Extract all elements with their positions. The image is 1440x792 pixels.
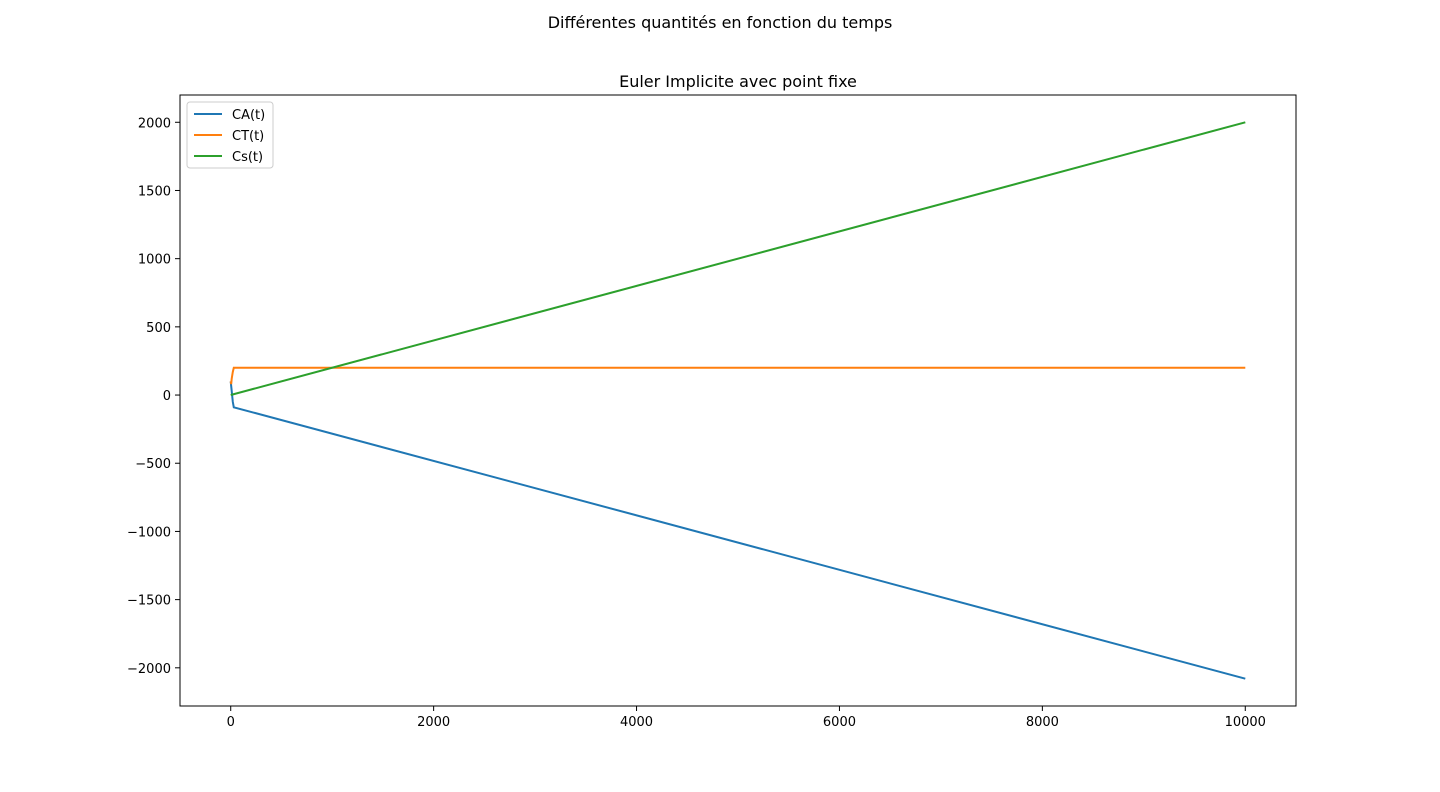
- series-line-2: [229, 366, 1246, 385]
- chart-title: Euler Implicite avec point fixe: [619, 72, 857, 91]
- y-tick-label: −1500: [127, 594, 171, 609]
- y-tick-label: 0: [163, 389, 171, 404]
- y-tick-label: −2000: [127, 662, 171, 677]
- y-tick-label: −1000: [127, 525, 171, 540]
- series-layer: [229, 121, 1246, 680]
- x-tick-label: 8000: [1026, 715, 1059, 730]
- legend: CA(t) CT(t) Cs(t): [186, 101, 274, 169]
- x-axis: 0 2000 4000 6000 8000 10000: [227, 706, 1266, 730]
- y-axis: −2000 −1500 −1000 −500 0 500 1000 1500 2000: [127, 116, 180, 677]
- figure-suptitle: Différentes quantités en fonction du tem…: [547, 13, 893, 32]
- y-tick-label: 2000: [138, 116, 171, 131]
- series-line-1: [229, 381, 1246, 680]
- plot-frame: [179, 94, 1297, 707]
- x-tick-label: 2000: [417, 715, 450, 730]
- y-tick-label: −500: [135, 457, 171, 472]
- y-tick-label: 1500: [138, 184, 171, 199]
- x-tick-label: 6000: [823, 715, 856, 730]
- x-tick-label: 0: [227, 715, 235, 730]
- y-tick-label: 500: [146, 321, 171, 336]
- legend-label-3: Cs(t): [232, 150, 263, 165]
- legend-box: [186, 101, 274, 169]
- x-tick-label: 4000: [620, 715, 653, 730]
- x-tick-label: 10000: [1225, 715, 1266, 730]
- y-tick-label: 1000: [138, 253, 171, 268]
- legend-label-1: CA(t): [232, 108, 265, 123]
- series-line-3: [230, 121, 1246, 396]
- legend-label-2: CT(t): [232, 129, 264, 144]
